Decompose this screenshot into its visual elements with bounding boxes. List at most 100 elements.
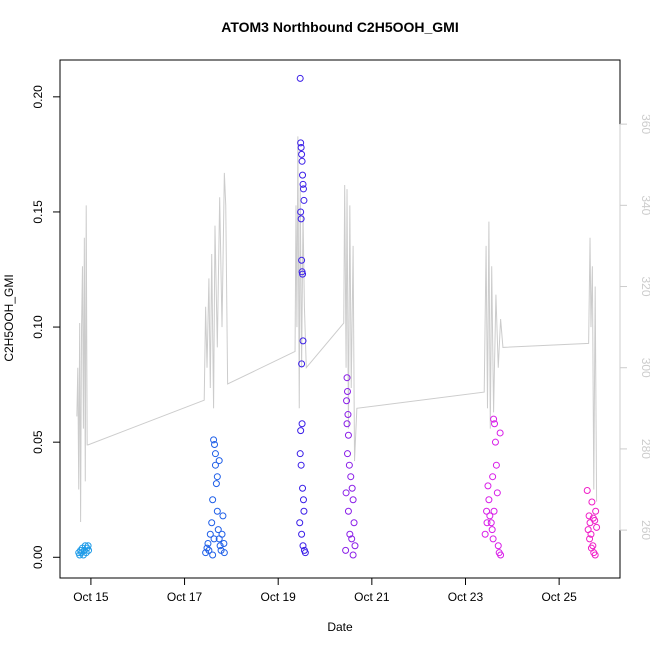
- scatter-point: [489, 535, 497, 543]
- scatter-point: [84, 542, 92, 550]
- scatter-point: [215, 457, 223, 465]
- scatter-point: [220, 539, 228, 547]
- scatter-point: [85, 546, 93, 554]
- y-tick-label: 0.05: [31, 430, 45, 454]
- scatter-point: [348, 535, 356, 543]
- scatter-point: [486, 512, 494, 520]
- scatter-point: [343, 374, 351, 382]
- scatter-point: [206, 530, 214, 538]
- scatter-point: [583, 487, 591, 495]
- scatter-point: [76, 551, 84, 559]
- scatter-point: [296, 519, 304, 527]
- scatter-point: [485, 496, 493, 504]
- x-axis-label: Date: [327, 620, 353, 634]
- scatter-point: [492, 461, 500, 469]
- scatter-point: [299, 337, 307, 345]
- scatter-point: [488, 526, 496, 534]
- scatter-point: [342, 489, 350, 497]
- scatter-point: [493, 489, 501, 497]
- scatter-point: [298, 150, 306, 158]
- plot-frame: [59, 59, 621, 579]
- scatter-point: [484, 482, 492, 490]
- scatter-point: [344, 431, 352, 439]
- chart-title: ATOM3 Northbound C2H5OOH_GMI: [221, 19, 458, 35]
- scatter-point: [299, 496, 307, 504]
- scatter-point: [209, 496, 217, 504]
- scatter-point: [351, 542, 359, 550]
- y2-tick-label: 340: [639, 195, 650, 215]
- y2-tick-label: 260: [639, 520, 650, 540]
- scatter-point: [220, 549, 228, 557]
- scatter-point: [218, 530, 226, 538]
- scatter-point: [343, 397, 351, 405]
- y2-tick-label: 300: [639, 358, 650, 378]
- scatter-point: [298, 360, 306, 368]
- x-tick-label: Oct 25: [541, 590, 577, 604]
- scatter-point: [494, 542, 502, 550]
- scatter-point: [344, 507, 352, 515]
- scatter-point: [211, 440, 219, 448]
- scatter-point: [299, 484, 307, 492]
- x-tick-label: Oct 17: [167, 590, 203, 604]
- y-tick-label: 0.10: [31, 315, 45, 339]
- scatter-point: [219, 512, 227, 520]
- scatter-point: [298, 420, 306, 428]
- scatter-point: [82, 549, 90, 557]
- scatter-point: [301, 549, 309, 557]
- scatter-point: [487, 519, 495, 527]
- scatter-point: [214, 526, 222, 534]
- scatter-point: [350, 519, 358, 527]
- scatter-point: [299, 180, 307, 188]
- y-tick-label: 0.20: [31, 85, 45, 109]
- scatter-point: [591, 551, 599, 559]
- scatter-point: [203, 544, 211, 552]
- y2-tick-label: 280: [639, 439, 650, 459]
- scatter-point: [213, 507, 221, 515]
- scatter-point: [349, 551, 357, 559]
- scatter-point: [496, 429, 504, 437]
- scatter-point: [299, 542, 307, 550]
- scatter-point: [296, 450, 304, 458]
- scatter-point: [344, 411, 352, 419]
- scatter-point: [216, 542, 224, 550]
- scatter-point: [297, 215, 305, 223]
- scatter-point: [204, 539, 212, 547]
- scatter-point: [491, 420, 499, 428]
- scatter-point: [349, 496, 357, 504]
- scatter-point: [299, 171, 307, 179]
- scatter-point: [592, 507, 600, 515]
- scatter-point: [297, 208, 305, 216]
- scatter-point: [212, 480, 220, 488]
- scatter-point: [299, 270, 307, 278]
- scatter-point: [593, 523, 601, 531]
- y-tick-label: 0.15: [31, 200, 45, 224]
- scatter-point: [81, 542, 89, 550]
- scatter-point: [298, 157, 306, 165]
- scatter-point: [210, 436, 218, 444]
- scatter-point: [588, 498, 596, 506]
- scatter-point: [343, 388, 351, 396]
- scatter-point: [296, 74, 304, 82]
- scatter-point: [205, 546, 213, 554]
- x-tick-label: Oct 19: [261, 590, 297, 604]
- scatter-point: [211, 461, 219, 469]
- scatter-point: [497, 551, 505, 559]
- scatter-point: [346, 530, 354, 538]
- scatter-point: [297, 427, 305, 435]
- scatter-point: [297, 461, 305, 469]
- scatter-point: [297, 139, 305, 147]
- scatter-point: [347, 473, 355, 481]
- scatter-point: [300, 196, 308, 204]
- scatter-point: [490, 507, 498, 515]
- scatter-point: [209, 551, 217, 559]
- scatter-point: [297, 143, 305, 151]
- line-series: [76, 136, 598, 522]
- scatter-point: [342, 546, 350, 554]
- scatter-point: [300, 507, 308, 515]
- scatter-point: [210, 535, 218, 543]
- y2-tick-label: 360: [639, 114, 650, 134]
- scatter-point: [348, 484, 356, 492]
- scatter-point: [489, 473, 497, 481]
- y-tick-label: 0.00: [31, 545, 45, 569]
